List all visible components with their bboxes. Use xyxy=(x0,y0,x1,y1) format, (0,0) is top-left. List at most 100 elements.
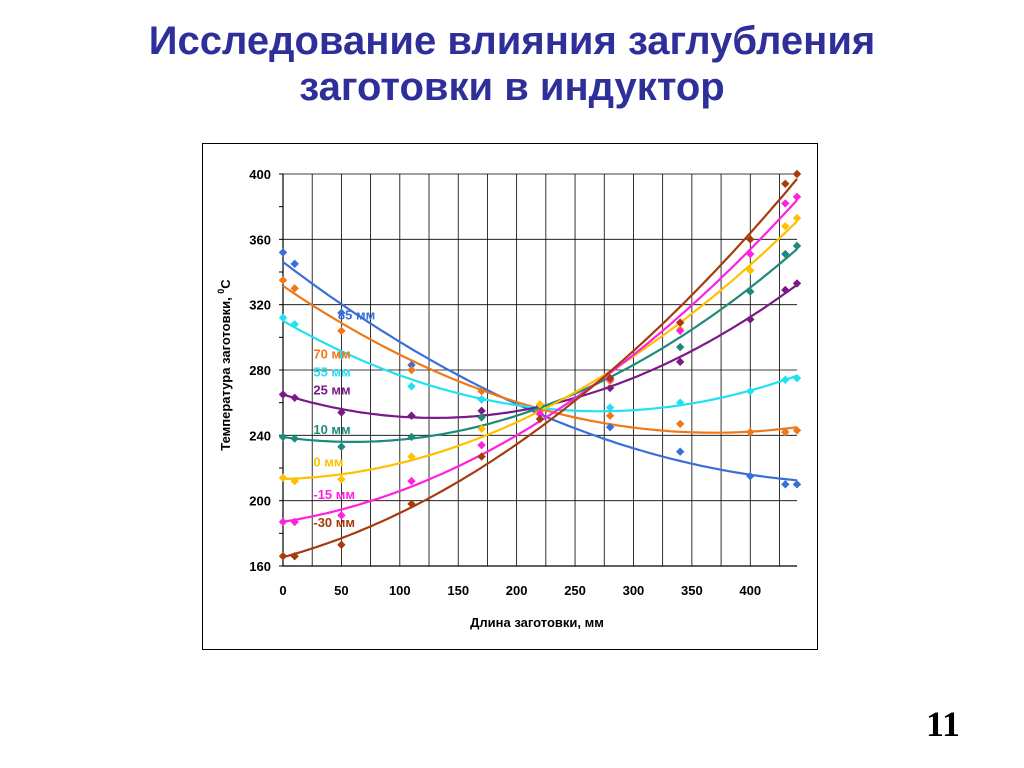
series-6-point xyxy=(781,199,790,208)
x-tick-label: 150 xyxy=(447,583,469,598)
x-axis-title: Длина заготовки, мм xyxy=(470,615,604,630)
series-7-trendline xyxy=(282,178,798,559)
series-3-point xyxy=(746,315,755,324)
series-2-point xyxy=(337,351,346,360)
y-tick-label: 400 xyxy=(249,167,271,182)
y-tick-label: 240 xyxy=(249,428,271,443)
x-tick-label: 400 xyxy=(739,583,761,598)
series-0-point xyxy=(278,248,288,257)
series-1-point xyxy=(278,275,288,285)
series-0-point xyxy=(792,480,802,489)
series-4-point xyxy=(278,432,288,442)
series-3-label: 25 мм xyxy=(313,383,350,398)
series-0-point xyxy=(781,480,790,489)
series-1-point xyxy=(337,326,346,335)
series-0-point xyxy=(605,422,615,432)
series-5-label: 0 мм xyxy=(313,454,343,469)
series-6-point xyxy=(407,476,416,486)
series-1-point xyxy=(792,426,802,435)
y-axis-title-sup: 0 xyxy=(216,289,226,294)
x-tick-label: 200 xyxy=(506,583,528,598)
series-4-point xyxy=(290,434,299,443)
title-line-1: Исследование влияния заглубления xyxy=(148,19,876,63)
series-2-point xyxy=(278,313,288,322)
series-1-point xyxy=(781,427,790,437)
title-line-2: заготовки в индуктор xyxy=(299,65,725,109)
series-1-label: 70 мм xyxy=(313,347,350,362)
x-tick-label: 100 xyxy=(389,583,411,598)
series-5-point xyxy=(535,400,545,409)
series-7-point xyxy=(535,414,545,424)
series-1-point xyxy=(675,419,685,429)
slide-number: 11 xyxy=(926,704,961,744)
x-tick-label: 300 xyxy=(623,583,645,598)
temperature-chart: 85 мм 70 мм 55 мм 25 мм 10 мм 0 мм -15 мм -30 м… xyxy=(216,167,802,630)
series-2-label: 55 мм xyxy=(313,365,350,380)
series-7-point xyxy=(781,179,790,188)
series-6-point xyxy=(290,517,299,527)
series-5-point xyxy=(792,213,802,223)
y-tick-label: 320 xyxy=(249,298,271,313)
x-tick-label: 350 xyxy=(681,583,703,598)
series-4-point xyxy=(746,287,755,296)
tick-labels: 0 50 100 150 200 250 300 350 400 160 200 240 280 320 3… xyxy=(249,167,761,598)
series-7-label: -30 мм xyxy=(313,515,355,530)
y-axis-title-main: Температура заготовки, xyxy=(218,294,233,451)
series-5-point xyxy=(477,424,486,433)
series-5-trendline xyxy=(282,220,798,481)
series-6-label: -15 мм xyxy=(313,487,355,502)
series-0-trendline xyxy=(282,261,798,482)
series-4-point xyxy=(675,342,685,352)
series-1-point xyxy=(477,387,486,396)
y-tick-label: 200 xyxy=(249,494,271,509)
series-5-point xyxy=(290,476,299,486)
series-labels: 85 мм 70 мм 55 мм 25 мм 10 мм 0 мм -15 мм -30 м… xyxy=(313,307,375,529)
series-4-label: 10 мм xyxy=(313,422,350,437)
series-6-point xyxy=(477,440,486,450)
x-tick-label: 50 xyxy=(334,583,348,598)
x-tick-label: 250 xyxy=(564,583,586,598)
series-1-point xyxy=(746,427,755,437)
y-axis-title-unit: С xyxy=(218,279,233,289)
axes xyxy=(279,173,797,567)
series-3-point xyxy=(278,390,288,399)
series-7-point xyxy=(407,499,416,509)
series-5-point xyxy=(278,473,288,482)
series-4-point xyxy=(477,413,486,422)
series-6-point xyxy=(746,249,755,259)
series-2-point xyxy=(477,395,486,404)
series-7-point xyxy=(792,169,802,179)
series-4-point xyxy=(792,241,802,251)
series-7-point xyxy=(477,452,486,461)
series-3-point xyxy=(477,406,486,416)
grid xyxy=(283,173,797,566)
series-5-point xyxy=(746,266,755,275)
series-0-point xyxy=(746,471,755,481)
series-0-point xyxy=(407,360,416,370)
series-6-point xyxy=(792,192,802,202)
series-2-point xyxy=(746,387,755,396)
series-4-point xyxy=(407,432,416,442)
series-0-point xyxy=(290,259,299,269)
series-2-point xyxy=(407,382,416,391)
series-4-point xyxy=(337,442,346,451)
series-3-point xyxy=(407,411,416,420)
series-7-point xyxy=(605,373,615,383)
y-tick-label: 160 xyxy=(249,559,271,574)
series-3-point xyxy=(792,279,802,288)
series-7-point xyxy=(746,235,755,244)
series-2-point xyxy=(792,373,802,383)
series-6-trendline xyxy=(282,199,798,523)
series-2-point xyxy=(781,375,790,384)
y-tick-label: 280 xyxy=(249,363,271,378)
y-axis-title: Температура заготовки, 0С xyxy=(216,279,233,451)
x-tick-label: 0 xyxy=(279,583,286,598)
data-points xyxy=(278,169,802,561)
slide-title: Исследование влияния заглубления заготов… xyxy=(0,18,1024,110)
series-1-point xyxy=(407,365,416,375)
y-tick-label: 360 xyxy=(249,232,271,247)
series-3-point xyxy=(781,285,790,295)
series-6-point xyxy=(535,409,545,419)
series-0-label: 85 мм xyxy=(338,307,375,322)
series-6-point xyxy=(675,326,685,335)
